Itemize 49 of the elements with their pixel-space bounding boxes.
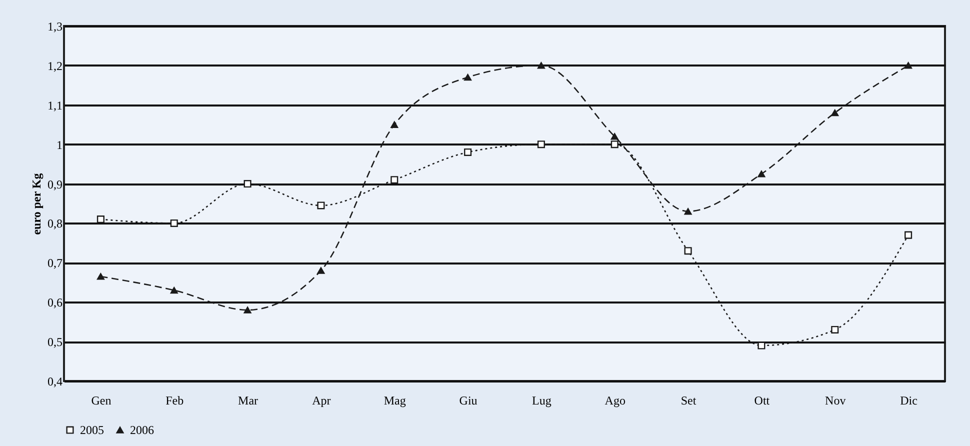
point bbox=[758, 170, 766, 178]
x-tick-label: Feb bbox=[166, 394, 184, 408]
point bbox=[684, 208, 692, 215]
point bbox=[244, 180, 252, 188]
x-tick-label: Ott bbox=[754, 394, 770, 408]
point bbox=[610, 133, 618, 140]
y-tick-label: 0,9 bbox=[48, 177, 62, 192]
point bbox=[684, 247, 692, 255]
y-tick-label: 0,6 bbox=[48, 296, 62, 310]
point bbox=[317, 202, 325, 210]
point bbox=[390, 121, 398, 128]
point bbox=[758, 342, 766, 350]
x-tick-label: Lug bbox=[532, 394, 552, 408]
point bbox=[904, 62, 912, 69]
y-tick-label: 0,8 bbox=[48, 216, 62, 231]
point bbox=[390, 176, 398, 184]
y-tick-label: 0,7 bbox=[48, 256, 62, 270]
x-tick-label: Nov bbox=[825, 394, 846, 408]
x-tick-label: Set bbox=[680, 394, 697, 408]
y-tick-label: 1,2 bbox=[48, 58, 62, 73]
legend-label: 2005 bbox=[80, 423, 104, 437]
point bbox=[537, 62, 545, 69]
point bbox=[244, 306, 252, 314]
point bbox=[537, 140, 545, 148]
y-tick-label: 1 bbox=[56, 138, 62, 152]
point bbox=[96, 216, 104, 224]
y-axis-title: euro per Kg bbox=[30, 173, 44, 235]
point bbox=[831, 326, 839, 334]
point bbox=[464, 74, 472, 81]
point bbox=[610, 140, 618, 148]
point bbox=[464, 148, 472, 156]
x-tick-label: Dic bbox=[900, 394, 918, 408]
x-tick-label: Giu bbox=[459, 394, 478, 408]
x-tick-label: Gen bbox=[91, 394, 112, 408]
point bbox=[317, 267, 325, 274]
x-tick-label: Ago bbox=[604, 394, 626, 408]
x-tick-label: Mar bbox=[238, 394, 258, 408]
point bbox=[96, 273, 104, 280]
point bbox=[831, 109, 839, 116]
point bbox=[904, 231, 912, 239]
y-tick-label: 0,5 bbox=[48, 335, 62, 350]
point bbox=[170, 286, 178, 294]
x-tick-label: Mag bbox=[384, 394, 406, 408]
y-tick-label: 1,1 bbox=[48, 98, 62, 112]
y-tick-label: 1,3 bbox=[48, 20, 62, 34]
point bbox=[170, 219, 178, 227]
x-tick-label: Apr bbox=[312, 394, 331, 408]
legend-label: 2006 bbox=[130, 423, 154, 437]
y-tick-label: 0,4 bbox=[48, 374, 62, 388]
